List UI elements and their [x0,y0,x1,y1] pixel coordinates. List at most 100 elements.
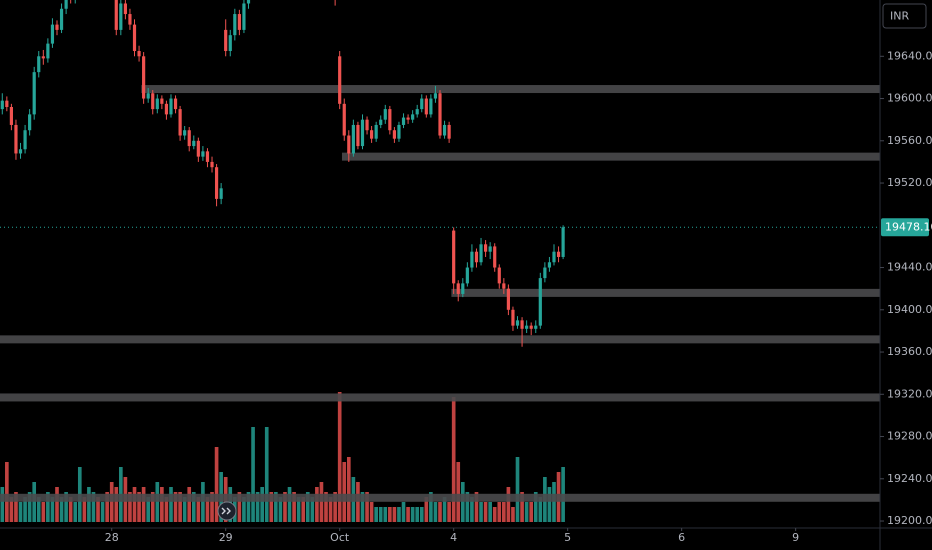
volume-bar [278,497,283,522]
candle-body [538,278,542,326]
volume-bar [310,497,315,522]
scroll-button[interactable] [217,501,237,521]
volume-bar [442,497,447,522]
volume-bar [292,492,296,522]
y-tick-label: 19560.00 [887,134,932,147]
candle-body [502,283,506,289]
candle-body [392,130,396,139]
volume-bar [520,492,524,522]
volume-bar [406,507,410,522]
candle-body [41,56,45,59]
volume-bar [255,492,260,522]
candle-body [14,124,18,154]
currency-box[interactable] [882,3,927,29]
y-tick-label: 19520.00 [887,176,932,189]
volume-bar [164,497,169,522]
volume-bar [187,487,192,522]
volume-bar [378,507,383,522]
volume-bar [305,492,310,522]
candle-body [237,14,241,30]
volume-bar [9,497,14,522]
candle-body [556,251,561,257]
candle-body [547,262,552,268]
volume-bar [173,492,178,522]
volume-bar [18,502,23,522]
price-zone [141,85,880,94]
last-price-label: 19478.10 [885,220,932,233]
candle-body [506,288,510,310]
candle-body [50,24,55,44]
candle-body [543,267,547,279]
price-zone [451,288,880,297]
candle-body [160,98,164,104]
volume-bar [529,502,534,522]
volume-bar [274,492,278,522]
volume-bar [296,497,301,522]
candle-body [137,51,141,57]
candle-body [529,325,533,329]
candle-body [456,283,460,294]
candle-body [488,246,492,252]
candle-body [132,24,137,52]
volume-bar [46,492,50,522]
volume-bar [68,497,73,522]
candle-body [365,119,369,131]
volume-bar [182,497,187,522]
volume-bar [82,497,87,522]
candle-body [210,161,214,168]
volume-bar [438,502,442,522]
price-zone [0,335,880,344]
candle-body [64,0,68,9]
volume-bar [64,492,68,522]
candle-body [28,114,32,131]
candle-body [561,227,565,257]
volume-bar [55,487,59,522]
volume-bar [287,487,292,522]
volume-bar [36,497,41,522]
candle-body [201,151,205,157]
candle-body [59,8,64,30]
volume-bar [502,502,506,522]
volume-bar [401,502,406,522]
volume-bar [397,507,401,522]
volume-bar [23,497,27,522]
volume-bar [128,492,132,522]
volume-bar [456,462,461,522]
volume-bar [0,487,5,522]
candle-body [32,72,36,115]
volume-bar [141,487,146,522]
volume-bar [214,447,219,522]
volume-bar [132,487,137,522]
volume-bar [360,492,365,522]
candle-body [470,251,474,268]
volume-bar [155,482,160,522]
candle-body [534,325,538,329]
candle-body [370,130,374,139]
scroll-button-circle [217,501,237,521]
candle-body [55,24,59,30]
volume-bar [114,487,119,522]
volume-bar [100,502,105,522]
volume-bar [474,492,479,522]
volume-bar [470,497,474,522]
candle-body [228,35,232,52]
candle-body [23,130,27,150]
candle-body [388,109,392,131]
candle-body [442,124,447,136]
volume-bar [5,462,9,522]
volume-bar [283,492,287,522]
candle-body [173,98,178,110]
volume-bar [96,497,100,522]
candle-body [119,3,123,30]
volume-bar [301,497,306,522]
volume-bar [488,502,492,522]
y-tick-label: 19200.00 [887,514,932,527]
y-tick-label: 19240.00 [887,472,932,485]
volume-bar [515,457,520,522]
candle-body [205,151,210,162]
volume-bar [269,492,274,522]
candle-body [360,119,365,147]
volume-bar [237,492,242,522]
x-tick-label: 5 [564,531,571,544]
